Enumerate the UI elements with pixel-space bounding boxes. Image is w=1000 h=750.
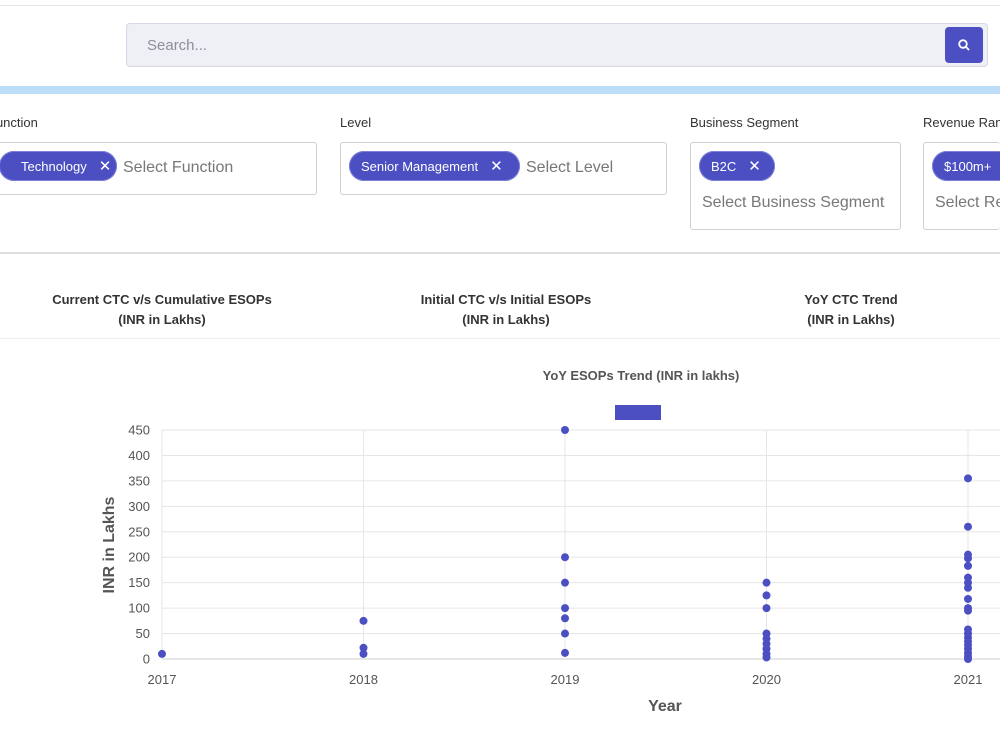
- y-tick-label: 100: [128, 601, 150, 616]
- level-filter-placeholder: Select Level: [526, 159, 614, 176]
- tab-yoy-ctc-trend[interactable]: YoY CTC Trend (INR in Lakhs): [701, 290, 1000, 330]
- business-segment-chip: B2C ✕: [699, 151, 775, 181]
- function-chip-label: Technology: [21, 158, 87, 174]
- y-tick-label: 350: [128, 473, 150, 488]
- data-point: [964, 594, 972, 603]
- level-filter-label: Level: [340, 115, 372, 130]
- data-point: [561, 614, 569, 623]
- search-icon: [958, 39, 970, 51]
- data-point: [964, 522, 972, 531]
- filters-divider: [0, 252, 1000, 254]
- level-chip-remove-icon[interactable]: ✕: [490, 157, 503, 175]
- data-point: [762, 578, 771, 587]
- data-point: [964, 655, 972, 663]
- data-point: [762, 653, 771, 662]
- x-tick-label: 2021: [954, 672, 983, 687]
- chart-title: YoY ESOPs Trend (INR in lakhs): [543, 368, 740, 383]
- business-segment-filter-label: Business Segment: [690, 115, 799, 130]
- filter-panel: Function Technology ✕ Select Function Le…: [0, 94, 1000, 252]
- data-point: [762, 591, 771, 600]
- yoy-esops-chart: 0 50 100 150 200 250 300 350 400 450 2017 2018 2019 2…: [101, 368, 1000, 715]
- business-segment-filter[interactable]: B2C ✕ Select Business Segment: [690, 142, 901, 230]
- top-divider: [0, 5, 1000, 6]
- search-input[interactable]: [127, 24, 937, 66]
- tab-title: Current CTC v/s Cumulative ESOPs: [52, 292, 272, 307]
- tab-subtitle: (INR in Lakhs): [807, 312, 895, 327]
- x-tick-label: 2020: [752, 672, 781, 687]
- x-tick-label: 2017: [148, 672, 177, 687]
- legend-swatch: [615, 405, 661, 420]
- header-band: [0, 86, 1000, 94]
- data-point: [964, 606, 972, 615]
- y-tick-label: 300: [128, 499, 150, 514]
- data-point: [359, 643, 368, 652]
- tab-initial-ctc-vs-initial-esops[interactable]: Initial CTC v/s Initial ESOPs (INR in La…: [356, 290, 656, 330]
- level-filter[interactable]: Senior Management ✕ Select Level: [340, 142, 667, 195]
- x-tick-label: 2018: [349, 672, 378, 687]
- function-filter-label: Function: [0, 115, 38, 130]
- data-point: [762, 604, 771, 613]
- y-tick-label: 400: [128, 448, 150, 463]
- search-button[interactable]: [945, 27, 983, 63]
- tabs-divider: [0, 338, 1000, 339]
- y-tick-label: 200: [128, 550, 150, 565]
- y-tick-label: 250: [128, 524, 150, 539]
- function-filter-placeholder: Select Function: [123, 159, 234, 176]
- data-point: [561, 648, 569, 657]
- y-axis-label: INR in Lakhs: [101, 496, 118, 593]
- revenue-range-filter-label: Revenue Range: [923, 115, 1000, 130]
- data-point: [561, 604, 569, 613]
- data-point: [561, 426, 569, 434]
- tab-title: YoY CTC Trend: [804, 292, 898, 307]
- function-chip: Technology ✕: [0, 151, 117, 181]
- business-segment-chip-label: B2C: [711, 158, 737, 174]
- data-point: [561, 578, 569, 587]
- tab-current-ctc-vs-cumulative-esops[interactable]: Current CTC v/s Cumulative ESOPs (INR in…: [12, 290, 312, 330]
- business-segment-filter-placeholder: Select Business Segment: [702, 194, 885, 211]
- revenue-range-chip-label: $100m+: [944, 158, 992, 174]
- y-tick-label: 50: [136, 626, 150, 641]
- chart-tabs: Current CTC v/s Cumulative ESOPs (INR in…: [0, 254, 1000, 338]
- tab-title: Initial CTC v/s Initial ESOPs: [420, 292, 592, 307]
- y-tick-label: 150: [128, 575, 150, 590]
- revenue-range-filter-placeholder: Select Revenue Range: [935, 194, 1000, 211]
- y-tick-label: 0: [143, 652, 150, 667]
- revenue-range-chip: $100m+: [932, 151, 1000, 181]
- revenue-range-filter[interactable]: $100m+ Select Revenue Range: [923, 142, 1000, 230]
- y-tick-label: 450: [128, 423, 150, 438]
- tab-subtitle: (INR in Lakhs): [462, 312, 550, 327]
- data-point: [158, 649, 166, 658]
- data-point: [359, 616, 368, 625]
- level-chip: Senior Management ✕: [349, 151, 520, 181]
- data-point: [964, 474, 972, 483]
- level-chip-label: Senior Management: [361, 158, 479, 174]
- data-point: [359, 649, 368, 658]
- function-filter[interactable]: Technology ✕ Select Function: [0, 142, 317, 195]
- x-axis-label: Year: [648, 698, 682, 715]
- data-point: [561, 553, 569, 562]
- data-point: [561, 629, 569, 638]
- x-tick-label: 2019: [551, 672, 580, 687]
- tab-subtitle: (INR in Lakhs): [118, 312, 206, 327]
- data-point: [964, 583, 972, 592]
- business-segment-chip-remove-icon[interactable]: ✕: [748, 157, 761, 175]
- function-chip-remove-icon[interactable]: ✕: [98, 157, 112, 175]
- data-point: [964, 561, 972, 570]
- data-point: [964, 554, 972, 563]
- search-bar: [126, 23, 988, 67]
